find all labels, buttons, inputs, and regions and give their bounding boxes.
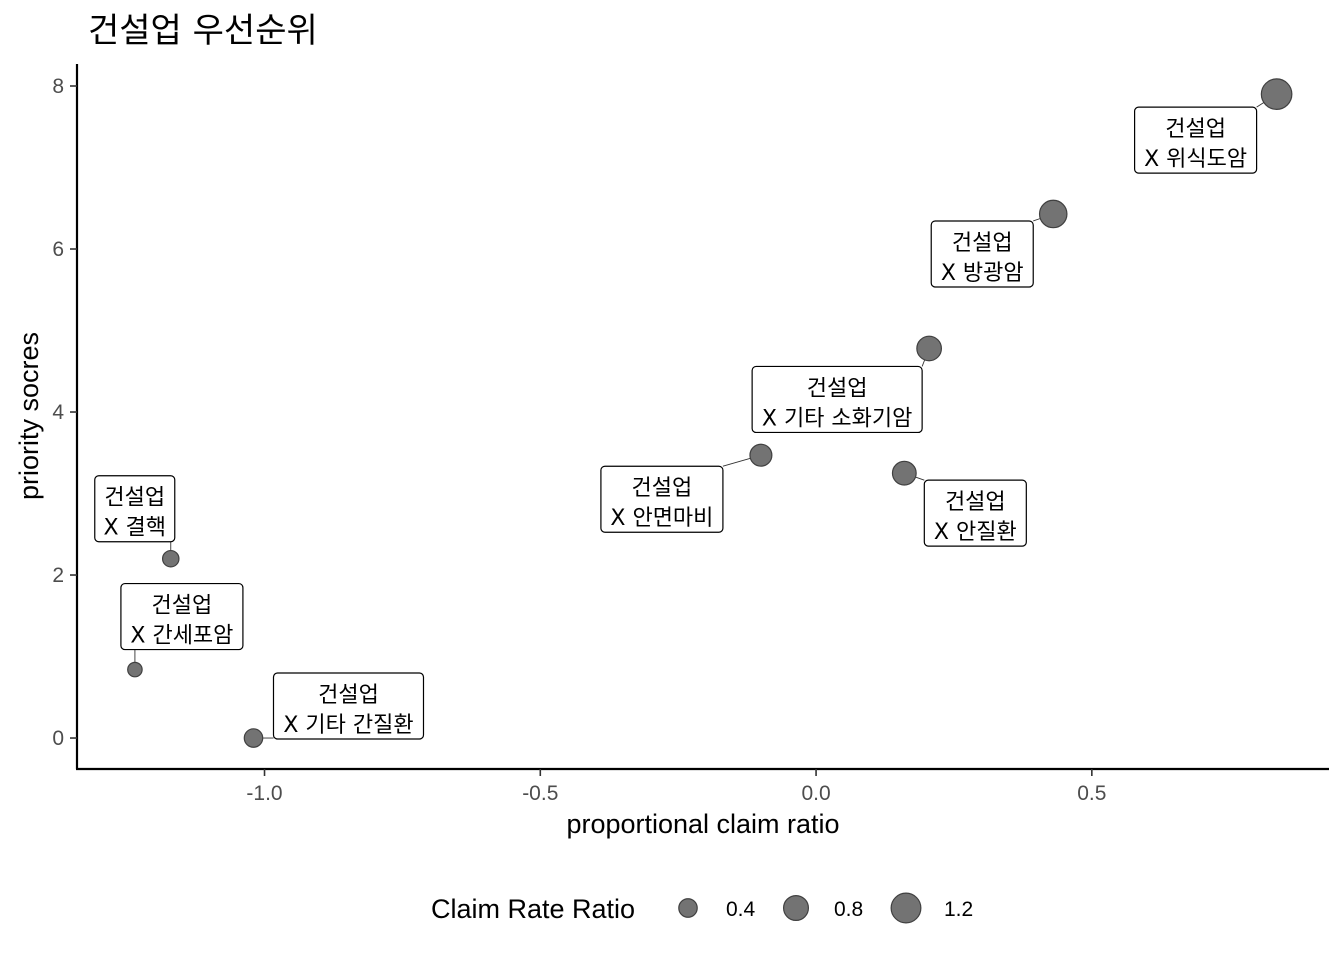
- legend: 0.4 0.8 1.2: [678, 892, 973, 924]
- x-tick-label: 0.5: [1077, 782, 1106, 805]
- point-label-line2: X 간세포암: [130, 624, 233, 649]
- chart-title: 건설업 우선순위: [88, 11, 318, 51]
- point-label-line2: X 위식도암: [1144, 147, 1247, 172]
- x-axis-ticks: -1.0 -0.5 0.0 0.5: [246, 769, 1106, 805]
- data-point: [916, 335, 943, 362]
- label-leaders: [134, 102, 1265, 739]
- x-tick-label: -1.0: [246, 782, 282, 805]
- point-label-line1: 건설업: [632, 476, 693, 501]
- label-leader-line: [1033, 218, 1041, 222]
- label-leader-line: [915, 476, 925, 481]
- y-tick-label: 0: [52, 727, 64, 750]
- point-label-line2: X 기타 간질환: [283, 713, 413, 738]
- legend-key: [678, 898, 698, 918]
- y-axis-ticks: 0 2 4 6 8: [52, 75, 77, 750]
- point-label-line2: X 방광암: [941, 261, 1024, 286]
- data-point: [891, 460, 917, 486]
- point-label-box: [94, 475, 176, 543]
- points: [127, 78, 1293, 748]
- point-label-line2: X 결핵: [103, 516, 166, 541]
- data-point: [243, 728, 264, 748]
- point-label-box: [600, 465, 724, 533]
- y-axis-title: priority socres: [14, 332, 44, 500]
- point-label-box: [272, 672, 425, 740]
- legend-title: Claim Rate Ratio: [431, 894, 635, 924]
- legend-key: [890, 892, 922, 924]
- legend-label: 1.2: [944, 898, 973, 921]
- point-label-line1: 건설업: [952, 231, 1013, 256]
- x-tick-label: -0.5: [522, 782, 558, 805]
- y-tick-label: 6: [52, 238, 64, 261]
- data-point: [127, 661, 143, 678]
- x-axis-title: proportional claim ratio: [566, 809, 839, 839]
- legend-label: 0.8: [834, 898, 863, 921]
- point-label-line2: X 안면마비: [610, 506, 713, 531]
- point-label-box: [120, 582, 244, 651]
- point-label-line1: 건설업: [945, 490, 1006, 515]
- y-tick-label: 4: [52, 401, 64, 424]
- point-label-line1: 건설업: [1165, 117, 1226, 142]
- label-leader-line: [921, 359, 926, 367]
- point-label-box: [923, 479, 1027, 547]
- point-label-box: [751, 365, 923, 434]
- point-label-box: [1134, 106, 1258, 174]
- point-label-line1: 건설업: [318, 683, 379, 708]
- y-tick-label: 8: [52, 75, 64, 98]
- point-label-line1: 건설업: [807, 376, 868, 401]
- label-leader-line: [1256, 102, 1265, 108]
- data-point: [161, 549, 180, 568]
- point-label-line1: 건설업: [152, 594, 213, 619]
- point-label-line2: X 안질환: [934, 520, 1017, 545]
- label-leader-line: [722, 457, 751, 467]
- legend-key: [782, 894, 810, 922]
- legend-label: 0.4: [726, 898, 756, 921]
- point-label-line2: X 기타 소화기암: [762, 406, 913, 431]
- data-point: [749, 443, 773, 467]
- x-tick-label: 0.0: [801, 782, 830, 805]
- point-label-line1: 건설업: [104, 486, 165, 511]
- data-point: [1038, 199, 1068, 229]
- y-tick-label: 2: [52, 564, 64, 587]
- data-point: [1260, 78, 1293, 111]
- point-label-box: [930, 220, 1034, 288]
